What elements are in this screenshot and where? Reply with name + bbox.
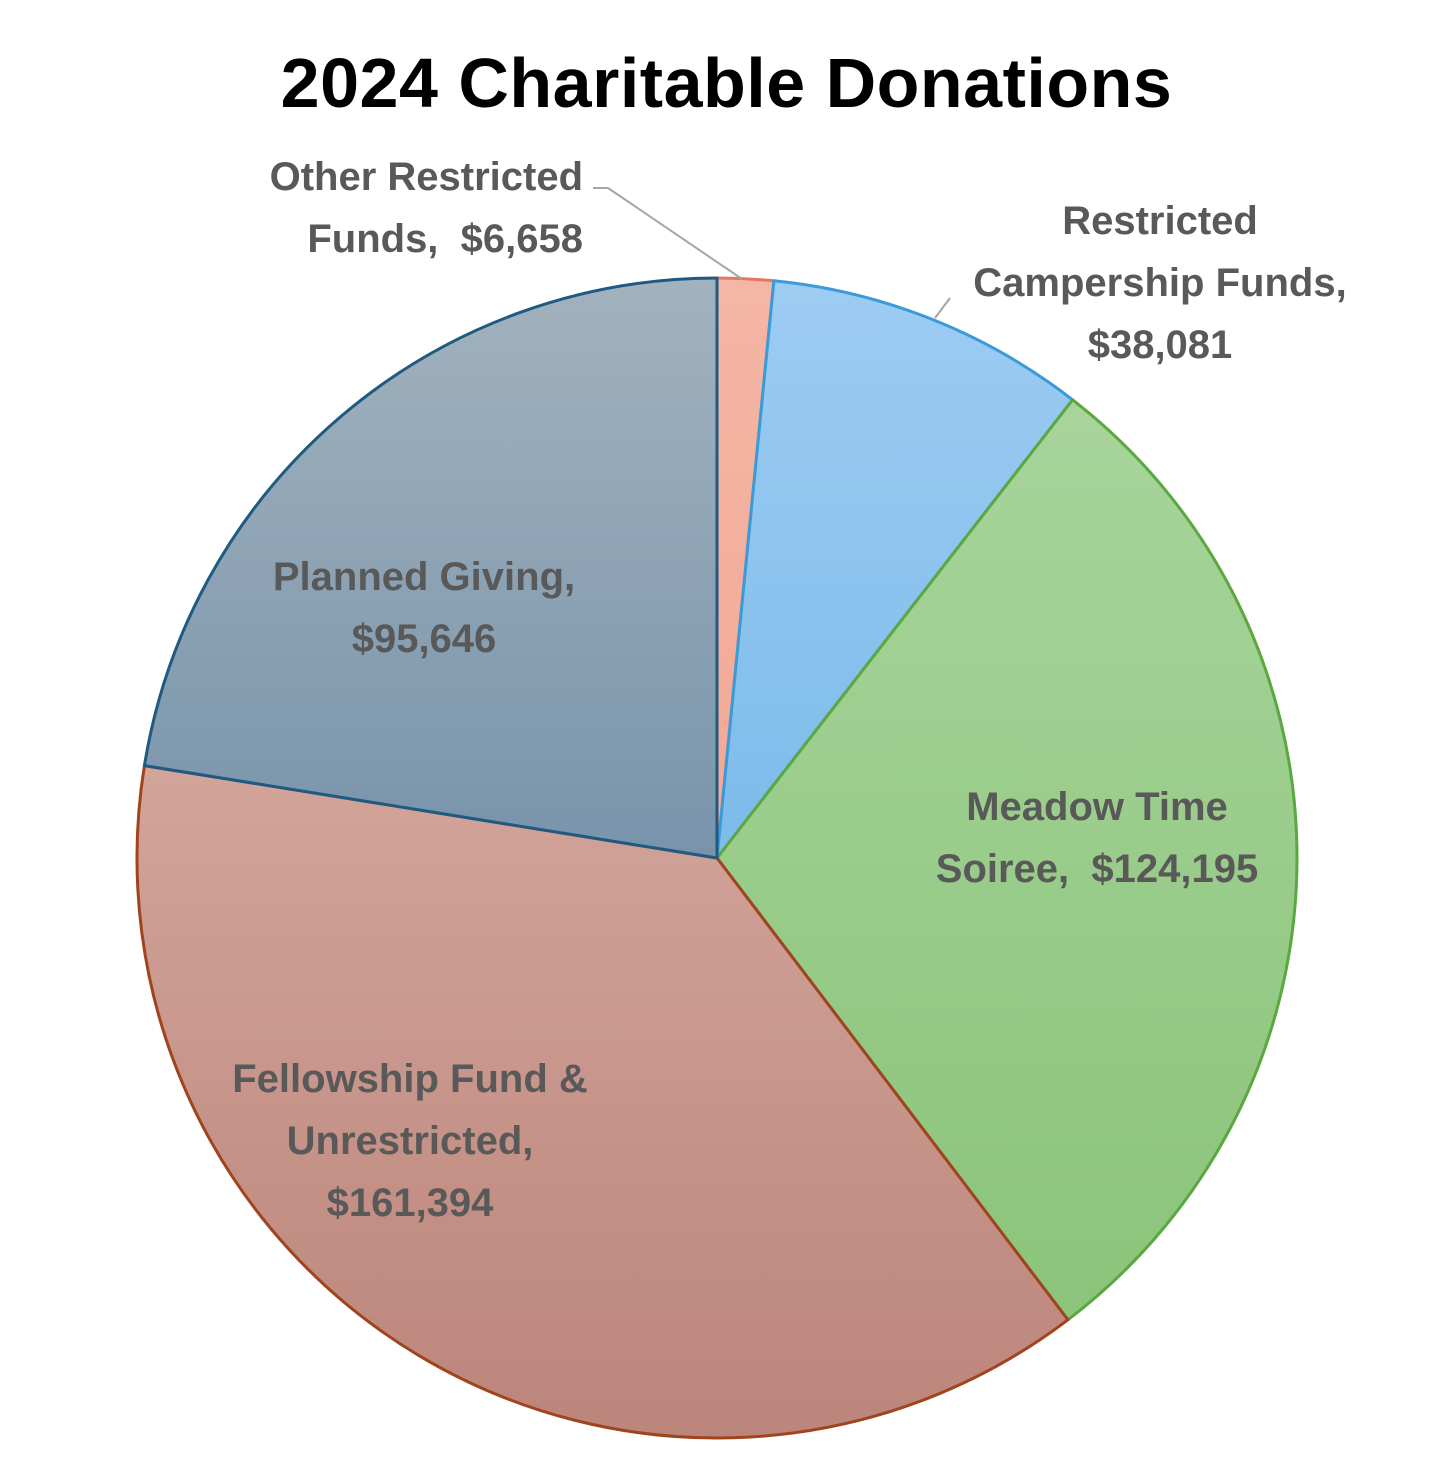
leader-lines: [593, 187, 951, 319]
slice-label-planned-giving: Planned Giving, $95,646: [273, 555, 575, 661]
slice-label-fellowship-fund-and-unrestricted: Fellowship Fund & Unrestricted, $161,394: [232, 1057, 588, 1225]
slices-layer: [135, 276, 1299, 1440]
leader-line-other-restricted-funds: [593, 187, 743, 280]
leader-line-restricted-campership-funds: [934, 297, 951, 319]
pie-slice-meadow-time-soiree: [715, 398, 1299, 1322]
pie-slice-restricted-campership-funds: [715, 279, 1075, 860]
slice-labels: Other Restricted Funds, $6,658 Restricted C…: [232, 155, 1346, 1225]
pie-slice-fellowship-fund-and-unrestricted: [135, 764, 1070, 1440]
slice-label-meadow-time-soiree: Meadow Time Soiree, $124,195: [936, 785, 1258, 891]
slice-label-other-restricted-funds: Other Restricted Funds, $6,658: [270, 155, 583, 261]
slice-label-restricted-campership-funds: Restricted Campership Funds, $38,081: [973, 199, 1346, 367]
chart-title: 2024 Charitable Donations: [280, 44, 1173, 122]
pie-slice-planned-giving: [142, 276, 719, 860]
